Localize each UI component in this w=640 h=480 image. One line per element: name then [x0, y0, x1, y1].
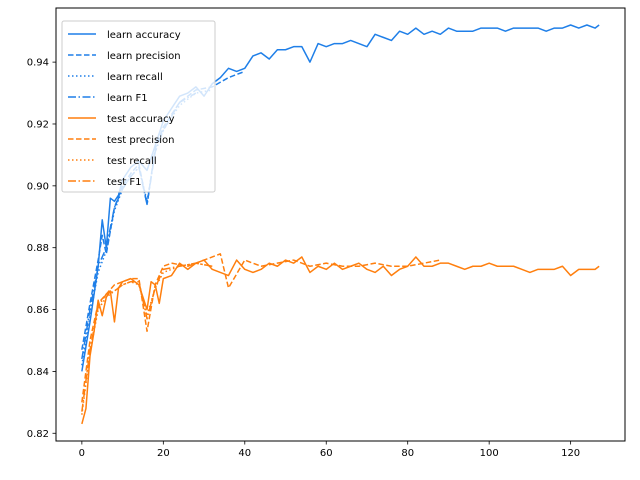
legend-box — [61, 20, 216, 193]
x-tick-label: 80 — [401, 448, 414, 459]
legend-label: learn F1 — [107, 93, 148, 104]
series-line-test-precision — [81, 253, 441, 403]
y-tick-label: 0.86 — [27, 305, 49, 316]
y-tick-label: 0.84 — [27, 367, 49, 378]
legend: learn accuracy learn precision learn recal… — [61, 20, 216, 193]
legend-label: learn recall — [107, 72, 163, 83]
x-tick-label: 100 — [480, 448, 499, 459]
plot-frame — [55, 7, 626, 442]
x-tick-label: 60 — [320, 448, 333, 459]
x-axis: 0 20 40 60 80 100 120 — [79, 441, 580, 459]
y-tick-label: 0.82 — [27, 429, 49, 440]
legend-label: test recall — [107, 156, 157, 167]
legend-label: learn precision — [107, 51, 181, 62]
legend-label: learn accuracy — [107, 30, 181, 41]
x-tick-label: 120 — [561, 448, 580, 459]
y-tick-label: 0.90 — [27, 181, 49, 192]
x-tick-label: 40 — [238, 448, 251, 459]
legend-label: test accuracy — [107, 114, 175, 125]
legend-label: test precision — [107, 135, 175, 146]
legend-label: test F1 — [107, 177, 142, 188]
x-tick-label: 0 — [79, 448, 85, 459]
y-tick-label: 0.94 — [27, 58, 49, 69]
y-axis: 0.82 0.84 0.86 0.88 0.90 0.92 0.94 — [27, 58, 56, 440]
y-tick-label: 0.88 — [27, 243, 49, 254]
y-tick-label: 0.92 — [27, 119, 49, 130]
series-line-test-F1 — [81, 262, 213, 412]
x-tick-label: 20 — [157, 448, 170, 459]
series-line-test-accuracy — [81, 256, 600, 425]
